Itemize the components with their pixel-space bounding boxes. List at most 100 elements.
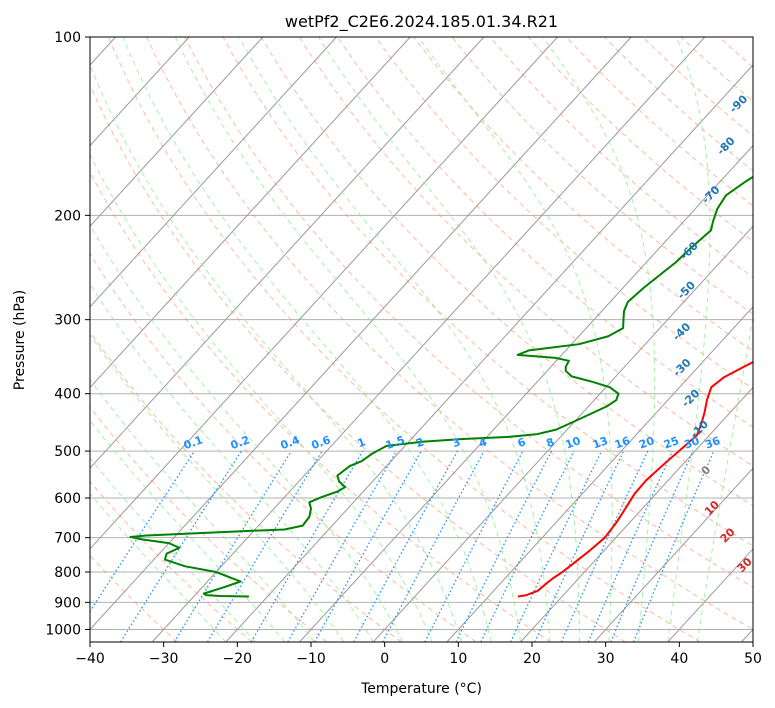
mixing-ratio-label: 36 xyxy=(703,434,722,452)
y-tick-label: 700 xyxy=(54,531,81,547)
isotherm-line xyxy=(446,306,753,642)
mixing-ratio-label: 30 xyxy=(682,434,701,452)
mixing-ratio-line xyxy=(353,450,459,642)
mixing-ratio-line xyxy=(382,450,485,642)
x-tick-label: 20 xyxy=(523,651,541,667)
moist-adiabat-line xyxy=(90,457,256,642)
y-tick-label: 1000 xyxy=(45,622,81,638)
isotherm-line xyxy=(593,467,753,642)
dry-adiabat-line xyxy=(375,37,753,390)
moist-adiabat-line xyxy=(90,492,227,642)
mixing-ratio-label: 1 xyxy=(356,435,368,450)
dry-adiabat-line xyxy=(90,252,477,642)
mixing-ratio-label: 0.6 xyxy=(310,433,333,452)
isotherm-line xyxy=(90,37,632,631)
mixing-ratio-label: 3 xyxy=(450,435,462,450)
mixing-ratio-line xyxy=(120,450,242,642)
isobar-gridlines xyxy=(90,37,753,630)
moist-adiabat-line xyxy=(238,37,551,642)
moist-adiabat-line xyxy=(542,37,656,642)
sounding-profiles xyxy=(129,175,753,598)
isotherm-line xyxy=(90,37,264,227)
mixing-ratio-line xyxy=(314,450,422,642)
mixing-ratio-line xyxy=(610,450,694,642)
x-axis-label: Temperature (°C) xyxy=(360,681,482,697)
y-tick-label: 200 xyxy=(54,208,81,224)
x-tick-label: 0 xyxy=(380,651,389,667)
y-tick-label: 600 xyxy=(54,491,81,507)
moist-adiabat-line xyxy=(90,333,345,642)
y-tick-label: 900 xyxy=(54,595,81,611)
mixing-ratio-label: 13 xyxy=(591,434,610,451)
chart-title: wetPf2_C2E6.2024.185.01.34.R21 xyxy=(285,12,558,32)
mixing-ratio-line xyxy=(173,450,292,642)
isotherm-line xyxy=(90,37,337,308)
dry-adiabat-line xyxy=(222,37,753,547)
mixing-ratio-label: 20 xyxy=(637,434,656,452)
x-tick-label: 10 xyxy=(449,651,467,667)
isotherm-line xyxy=(225,64,753,642)
mixing-ratio-label: 4 xyxy=(477,435,489,450)
y-axis: 100 200 300 400 500 600 700 800 900 1000 xyxy=(45,30,90,638)
dry-adiabat-line xyxy=(146,37,753,631)
x-tick-label: 50 xyxy=(744,651,762,667)
x-tick-label: −10 xyxy=(296,651,326,667)
moist-adiabat-line xyxy=(90,63,463,642)
isotherm-line xyxy=(90,37,558,550)
y-tick-label: 400 xyxy=(54,387,81,403)
mixing-ratio-label: 0.4 xyxy=(279,433,302,452)
x-axis: −40 −30 −20 −10 0 10 20 30 40 50 xyxy=(75,642,762,667)
moist-adiabat-line xyxy=(667,37,711,642)
mixing-ratio-line xyxy=(480,450,575,642)
mixing-ratio-line xyxy=(90,450,195,613)
y-axis-label: Pressure (hPa) xyxy=(12,290,28,390)
y-tick-label: 100 xyxy=(54,30,81,46)
mixing-ratio-label: 16 xyxy=(613,434,632,452)
mixing-ratio-label: 10 xyxy=(564,434,583,452)
isotherm-line xyxy=(372,225,753,642)
mixing-ratio-line xyxy=(587,450,674,642)
dry-adiabat-line xyxy=(260,37,753,507)
x-tick-label: 40 xyxy=(670,651,688,667)
isotherm-line xyxy=(151,37,706,642)
temperature-profile-line xyxy=(517,361,753,598)
mixing-ratio-label: 0.2 xyxy=(229,433,252,452)
mixing-ratio-label: 0.1 xyxy=(182,433,205,452)
moist-adiabat-line xyxy=(417,37,613,642)
x-tick-label: −20 xyxy=(223,651,253,667)
mixing-ratio-label: 25 xyxy=(662,434,681,451)
y-tick-label: 800 xyxy=(54,565,81,581)
dry-adiabat-line xyxy=(337,37,753,428)
isotherm-line xyxy=(299,144,753,642)
dry-adiabat-line xyxy=(90,330,402,642)
x-tick-label: −30 xyxy=(149,651,179,667)
mixing-ratio-line xyxy=(455,450,553,642)
plot-frame xyxy=(89,36,754,643)
dewpoint-profile-line xyxy=(129,175,753,598)
mixing-ratio-label: 6 xyxy=(516,435,528,450)
mixing-ratio-label: 8 xyxy=(544,435,556,450)
x-tick-label: 30 xyxy=(597,651,615,667)
isotherm-line xyxy=(90,37,485,469)
moist-adiabat-line xyxy=(90,153,433,642)
isotherm-lines xyxy=(90,37,753,642)
moist-adiabat-line xyxy=(122,37,492,642)
moist-adiabat-line xyxy=(90,419,286,642)
isotherm-line xyxy=(520,386,753,642)
isotherm-line xyxy=(90,37,190,147)
x-tick-label: −40 xyxy=(75,651,105,667)
y-tick-label: 300 xyxy=(54,313,81,329)
y-tick-label: 500 xyxy=(54,444,81,460)
mixing-ratio-line xyxy=(633,450,715,642)
mixing-ratio-label: 2 xyxy=(414,435,426,450)
moist-adiabat-line xyxy=(318,37,580,642)
mixing-ratio-line xyxy=(560,450,649,642)
moist-adiabat-line xyxy=(696,314,753,642)
moist-adiabat-lines xyxy=(90,37,753,642)
dry-adiabat-line xyxy=(451,37,753,315)
mixing-ratio-label: 1.5 xyxy=(384,433,407,452)
dry-adiabat-line xyxy=(184,37,753,588)
mixing-ratio-lines xyxy=(90,450,715,642)
